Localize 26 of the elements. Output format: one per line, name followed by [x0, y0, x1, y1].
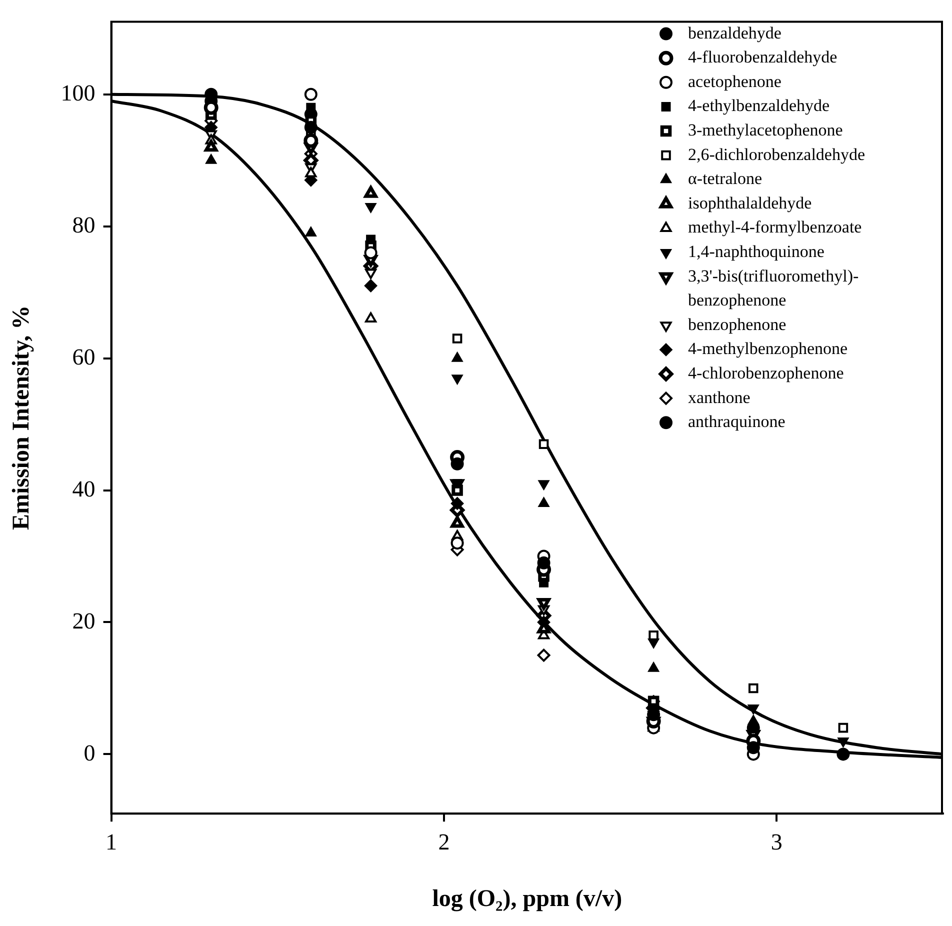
legend-label: 4-fluorobenzaldehyde: [688, 48, 838, 67]
legend-label: 3-methylacetophenone: [688, 120, 843, 140]
legend-label: α-tetralone: [688, 169, 762, 188]
y-tick-label: 80: [72, 212, 96, 238]
y-tick-label: 40: [72, 476, 96, 502]
legend-label: isophthalaldehyde: [688, 193, 812, 212]
y-tick-label: 20: [72, 608, 96, 634]
legend-label: 1,4-naphthoquinone: [688, 242, 824, 261]
x-axis-title: log (O₂), ppm (v/v): [432, 886, 622, 912]
y-tick-label: 100: [60, 80, 96, 106]
legend-label: benzaldehyde: [688, 23, 782, 42]
legend-label: 4-methylbenzophenone: [688, 339, 848, 358]
legend-label: anthraquinone: [688, 412, 786, 432]
legend-label: 2,6-dichlorobenzaldehyde: [688, 144, 866, 164]
legend-label: benzophenone: [688, 314, 786, 334]
y-tick-label: 0: [84, 740, 96, 766]
x-tick-label: 3: [770, 829, 782, 854]
y-tick-label: 60: [72, 344, 96, 370]
legend-label: 4-chlorobenzophenone: [688, 363, 844, 382]
legend-label: xanthone: [688, 388, 750, 407]
legend-label: methyl-4-formylbenzoate: [688, 218, 862, 237]
legend-label: acetophenone: [688, 72, 782, 91]
x-tick-label: 2: [438, 829, 450, 854]
legend-label: 4-ethylbenzaldehyde: [688, 96, 830, 116]
y-axis-title: Emission Intensity, %: [8, 305, 35, 530]
x-tick-label: 1: [106, 829, 118, 854]
